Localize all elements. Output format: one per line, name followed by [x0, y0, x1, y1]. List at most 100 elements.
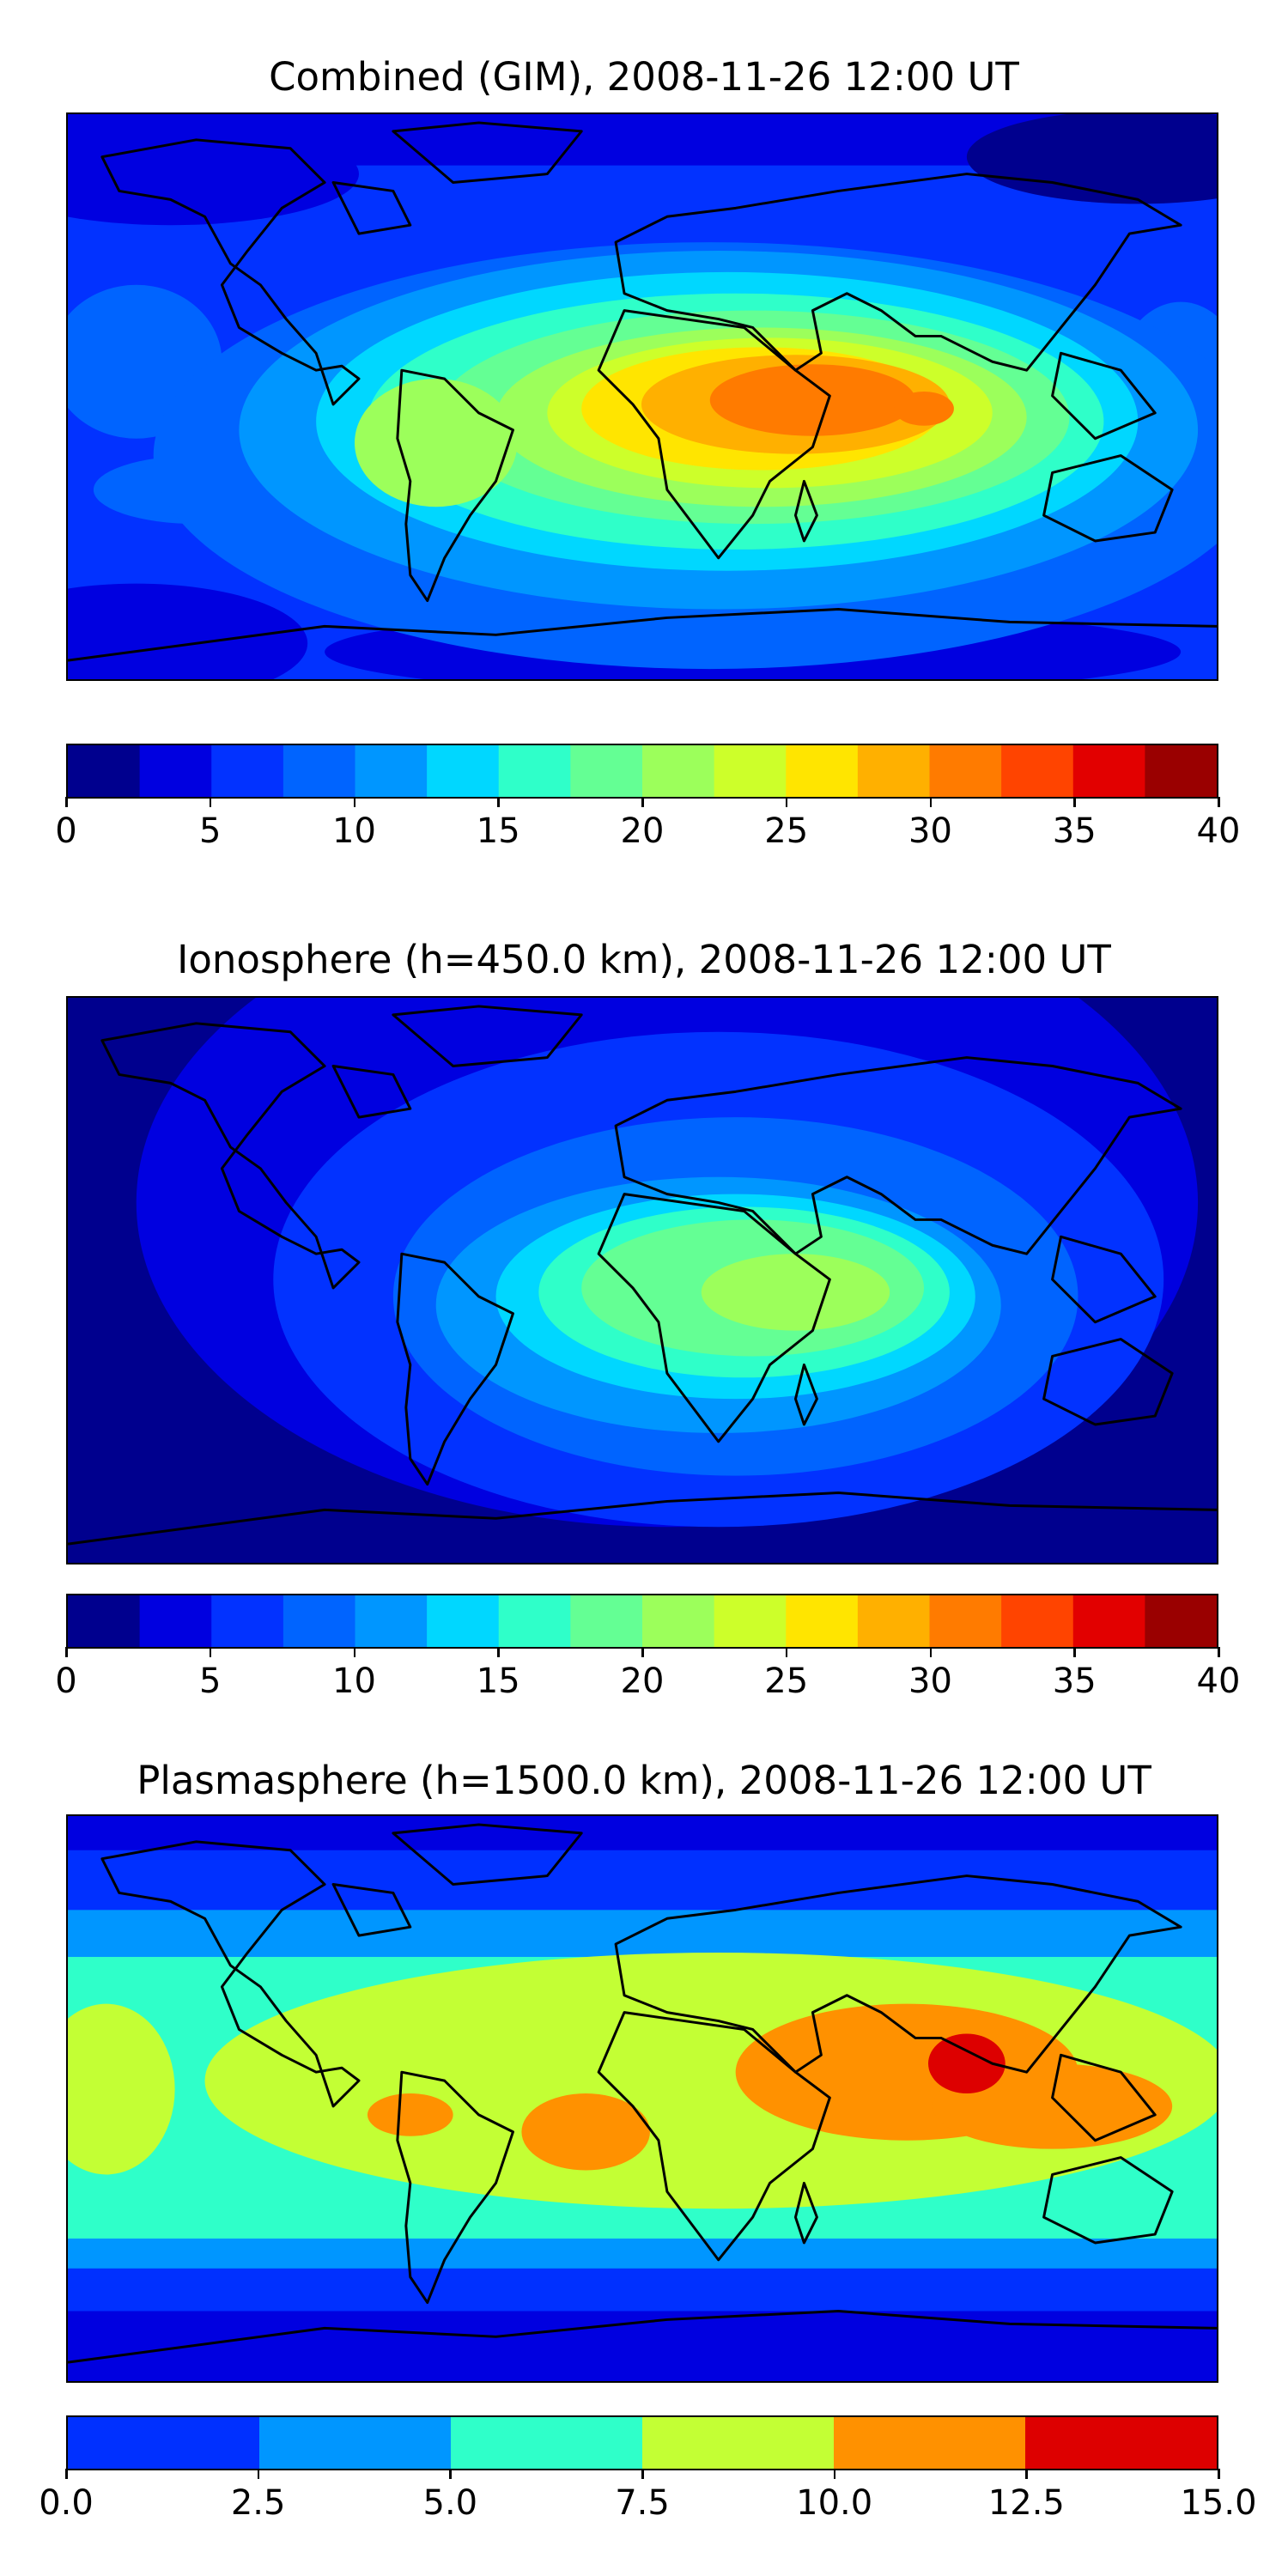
panel-title-combined: Combined (GIM), 2008-11-26 12:00 UT [269, 54, 1019, 100]
colorbar-swatch [786, 1595, 859, 1647]
colorbar-tick-label: 0 [55, 811, 77, 851]
colorbar-swatch [139, 1595, 212, 1647]
colorbar-tick-label: 0.0 [39, 2483, 94, 2523]
colorbar-tick-label: 5.0 [422, 2483, 478, 2523]
colorbar-ticks-combined: 0 5 10 15 20 25 30 35 40 [55, 797, 1240, 851]
colorbar-swatch [1145, 1595, 1217, 1647]
colorbar-tick-label: 40 [1196, 1662, 1241, 1701]
colorbar-swatch [450, 2417, 643, 2469]
colorbar-tick-mark [785, 1647, 788, 1657]
colorbar-swatch [427, 1595, 500, 1647]
colorbar-tick-mark [449, 2469, 452, 2479]
colorbar-swatch [929, 745, 1002, 797]
colorbar-tick-mark [353, 797, 355, 807]
colorbar-tick-mark [929, 797, 932, 807]
colorbar-ticks-plasmasphere: 0.0 2.5 5.0 7.5 10.0 12.5 15.0 [39, 2469, 1257, 2523]
colorbar-tick-mark [833, 2469, 836, 2479]
colorbar-tick-label: 2.5 [230, 2483, 286, 2523]
colorbar-tick-label: 10 [332, 1662, 376, 1701]
colorbar-swatch [498, 1595, 571, 1647]
colorbar-tick-mark [353, 1647, 355, 1657]
colorbar-tick-mark [929, 1647, 932, 1657]
colorbar-tick-mark [497, 1647, 500, 1657]
colorbar-swatch [498, 745, 571, 797]
colorbar-tick-mark [1218, 2469, 1220, 2479]
colorbar-tick-mark [641, 2469, 644, 2479]
colorbar-ionosphere [66, 1594, 1218, 1649]
colorbar-swatch [68, 1595, 141, 1647]
coastlines-ionosphere [68, 1005, 1217, 1546]
colorbar-tick-label: 15 [476, 1662, 520, 1701]
colorbar-swatch [259, 2417, 452, 2469]
colorbar-swatch [211, 745, 284, 797]
colorbar-swatch [68, 745, 141, 797]
colorbar-swatch [355, 1595, 428, 1647]
colorbar-tick-label: 0 [55, 1662, 77, 1701]
colorbar-tick-label: 20 [620, 811, 665, 851]
colorbar-swatch [1072, 745, 1145, 797]
colorbar-tick-label: 35 [1052, 1662, 1097, 1701]
tec-map-ionosphere [68, 998, 1217, 1563]
colorbar-swatch [642, 1595, 715, 1647]
colorbar-swatch [642, 2417, 835, 2469]
colorbar-tick-mark [497, 797, 500, 807]
colorbar-tick-label: 40 [1196, 811, 1241, 851]
colorbar-swatch [1072, 1595, 1145, 1647]
colorbar-tick-mark [209, 797, 212, 807]
colorbar-swatch [929, 1595, 1002, 1647]
colorbar-swatch [427, 745, 500, 797]
colorbar-swatch [857, 1595, 931, 1647]
colorbar-swatch [1001, 1595, 1074, 1647]
colorbar-tick-mark [641, 1647, 644, 1657]
colorbar-swatch [283, 1595, 356, 1647]
colorbar-tick-label: 15 [476, 811, 520, 851]
colorbar-swatch [714, 1595, 787, 1647]
colorbar-swatch [642, 745, 715, 797]
tec-map-plasmasphere [68, 1816, 1217, 2381]
colorbar-swatches-plasmasphere [68, 2417, 1217, 2469]
colorbar-tick-mark [1073, 797, 1076, 807]
colorbar-swatch [786, 745, 859, 797]
colorbar-tick-label: 10.0 [796, 2483, 873, 2523]
colorbar-tick-label: 25 [764, 1662, 809, 1701]
colorbar-tick-label: 35 [1052, 811, 1097, 851]
map-ionosphere [66, 996, 1218, 1564]
colorbar-tick-mark [65, 2469, 68, 2479]
colorbar-tick-mark [1218, 1647, 1220, 1657]
colorbar-swatch [1024, 2417, 1217, 2469]
coastlines-combined [68, 121, 1217, 662]
colorbar-tick-label: 5 [199, 811, 222, 851]
colorbar-swatch [834, 2417, 1026, 2469]
colorbar-swatch [857, 745, 931, 797]
colorbar-tick-mark [785, 797, 788, 807]
map-combined [66, 112, 1218, 681]
colorbar-swatches-ionosphere [68, 1595, 1217, 1647]
colorbar-swatches-combined [68, 745, 1217, 797]
map-plasmasphere [66, 1814, 1218, 2383]
colorbar-tick-mark [1073, 1647, 1076, 1657]
colorbar-tick-mark [209, 1647, 212, 1657]
colorbar-tick-label: 12.5 [987, 2483, 1065, 2523]
colorbar-swatch [570, 745, 643, 797]
colorbar-swatch [570, 1595, 643, 1647]
colorbar-tick-mark [257, 2469, 260, 2479]
tec-map-combined [68, 114, 1217, 679]
colorbar-swatch [355, 745, 428, 797]
colorbar-tick-mark [65, 797, 68, 807]
colorbar-tick-label: 20 [620, 1662, 665, 1701]
colorbar-tick-label: 15.0 [1180, 2483, 1257, 2523]
colorbar-tick-mark [1218, 797, 1220, 807]
colorbar-swatch [283, 745, 356, 797]
colorbar-swatch [211, 1595, 284, 1647]
colorbar-ticks-ionosphere: 0 5 10 15 20 25 30 35 40 [55, 1647, 1240, 1701]
colorbar-tick-label: 10 [332, 811, 376, 851]
colorbar-tick-label: 30 [908, 811, 952, 851]
panel-title-plasmasphere: Plasmasphere (h=1500.0 km), 2008-11-26 1… [137, 1758, 1151, 1803]
colorbar-tick-label: 5 [199, 1662, 222, 1701]
colorbar-tick-label: 7.5 [615, 2483, 670, 2523]
colorbar-swatch [714, 745, 787, 797]
colorbar-tick-mark [65, 1647, 68, 1657]
panel-title-ionosphere: Ionosphere (h=450.0 km), 2008-11-26 12:0… [177, 937, 1111, 982]
colorbar-swatch [1145, 745, 1217, 797]
colorbar-plasmasphere [66, 2415, 1218, 2470]
